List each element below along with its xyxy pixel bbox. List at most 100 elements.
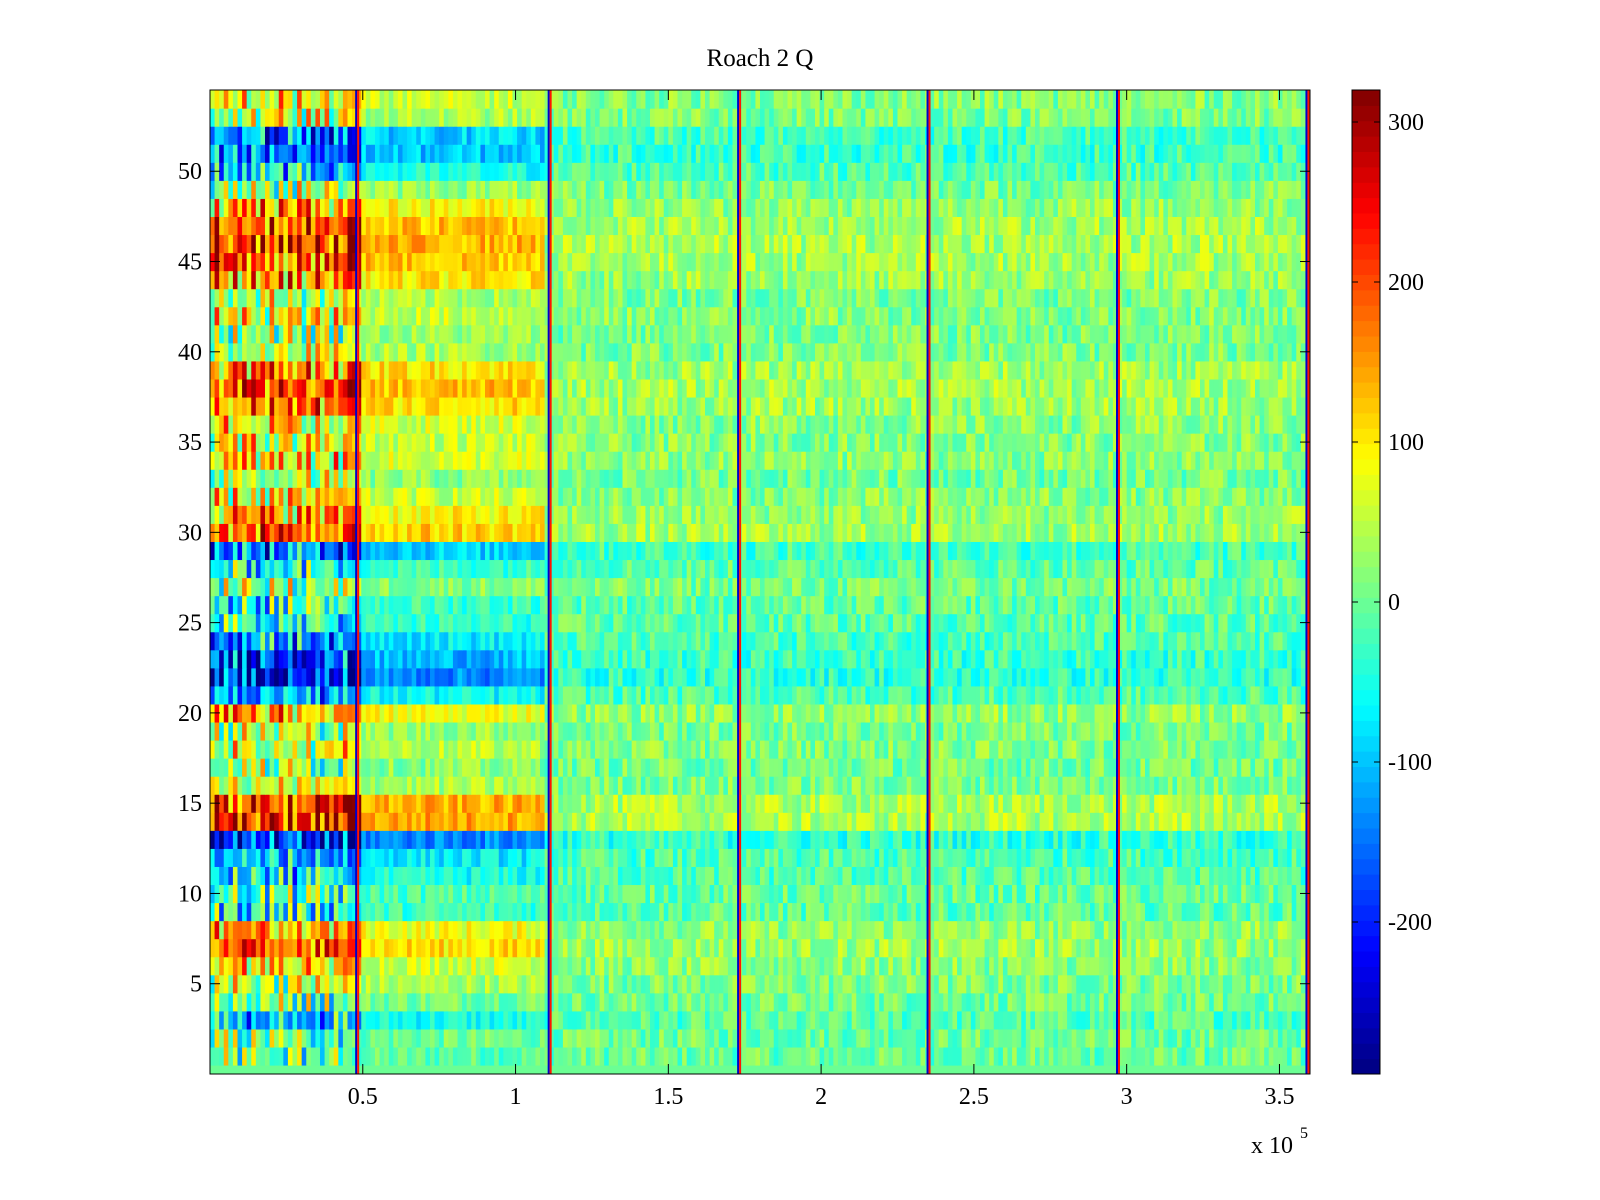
- heatmap-cell: [1131, 902, 1137, 922]
- heatmap-cell: [1071, 884, 1077, 904]
- heatmap-cell: [274, 992, 280, 1012]
- heatmap-cell: [741, 902, 747, 922]
- heatmap-cell: [530, 758, 537, 777]
- heatmap-cell: [998, 1028, 1004, 1048]
- heatmap-cell: [608, 1046, 614, 1066]
- heatmap-cell: [769, 1010, 775, 1030]
- heatmap-cell: [320, 902, 326, 922]
- heatmap-cell: [815, 920, 821, 940]
- heatmap-cell: [833, 1028, 839, 1048]
- heatmap-cell: [1291, 974, 1297, 994]
- heatmap-cell: [1131, 739, 1137, 759]
- heatmap-cell: [553, 956, 559, 976]
- heatmap-cell: [498, 830, 504, 849]
- heatmap-cell: [219, 776, 225, 795]
- heatmap-cell: [590, 721, 596, 741]
- heatmap-cell: [686, 758, 692, 777]
- heatmap-cell: [1012, 1010, 1018, 1030]
- heatmap-cell: [892, 739, 899, 759]
- heatmap-cell: [1287, 776, 1293, 795]
- heatmap-cell: [310, 830, 317, 849]
- heatmap-cell: [434, 776, 440, 795]
- heatmap-cell: [998, 1046, 1004, 1066]
- heatmap-cell: [723, 703, 729, 723]
- heatmap-cell: [494, 830, 500, 849]
- heatmap-cell: [672, 685, 679, 705]
- heatmap-cell: [636, 884, 642, 904]
- heatmap-cell: [970, 866, 977, 886]
- heatmap-cell: [943, 812, 949, 831]
- heatmap-cell: [1177, 884, 1183, 904]
- heatmap-cell: [1122, 830, 1128, 849]
- heatmap-cell: [902, 902, 908, 922]
- heatmap-cell: [1002, 721, 1009, 741]
- heatmap-cell: [892, 1046, 899, 1066]
- heatmap-cell: [1300, 721, 1307, 741]
- heatmap-cell: [585, 758, 592, 777]
- heatmap-cell: [746, 920, 752, 940]
- heatmap-cell: [526, 992, 532, 1012]
- heatmap-cell: [998, 974, 1004, 994]
- heatmap-cell: [503, 884, 509, 904]
- heatmap-cell: [1057, 739, 1064, 759]
- heatmap-cell: [645, 794, 651, 813]
- heatmap-cell: [278, 794, 284, 813]
- heatmap-cell: [961, 884, 967, 904]
- heatmap-cell: [379, 884, 385, 904]
- heatmap-cell: [576, 992, 582, 1012]
- heatmap-cell: [1195, 884, 1201, 904]
- heatmap-cell: [938, 776, 944, 795]
- heatmap-cell: [388, 703, 394, 723]
- heatmap-cell: [223, 848, 229, 867]
- heatmap-cell: [1053, 776, 1059, 795]
- heatmap-cell: [356, 812, 362, 831]
- heatmap-cell: [1076, 1010, 1082, 1030]
- heatmap-cell: [700, 884, 706, 904]
- heatmap-cell: [315, 848, 321, 867]
- heatmap-cell: [860, 902, 867, 922]
- heatmap-cell: [966, 812, 972, 831]
- heatmap-cell: [425, 739, 431, 759]
- heatmap-cell: [1131, 1028, 1137, 1048]
- heatmap-cell: [695, 1028, 702, 1048]
- heatmap-cell: [1227, 920, 1233, 940]
- heatmap-cell: [741, 992, 747, 1012]
- heatmap-cell: [1062, 685, 1068, 705]
- heatmap-cell: [1071, 703, 1077, 723]
- heatmap-cell: [622, 794, 628, 813]
- heatmap-cell: [448, 938, 454, 958]
- heatmap-cell: [998, 721, 1004, 741]
- heatmap-cell: [530, 1046, 537, 1066]
- heatmap-cell: [989, 866, 995, 886]
- heatmap-cell: [535, 974, 541, 994]
- heatmap-cell: [805, 938, 812, 958]
- heatmap-cell: [379, 992, 385, 1012]
- heatmap-cell: [1035, 956, 1041, 976]
- heatmap-cell: [627, 758, 633, 777]
- heatmap-cell: [232, 758, 239, 777]
- heatmap-cell: [562, 721, 569, 741]
- heatmap-cell: [709, 794, 715, 813]
- heatmap-cell: [1195, 992, 1201, 1012]
- heatmap-cell: [517, 1010, 523, 1030]
- heatmap-cell: [310, 1010, 317, 1030]
- heatmap-cell: [773, 703, 779, 723]
- heatmap-cell: [1259, 992, 1265, 1012]
- heatmap-cell: [1218, 974, 1224, 994]
- heatmap-cell: [645, 992, 651, 1012]
- heatmap-cell: [792, 1046, 798, 1066]
- heatmap-cell: [210, 721, 216, 741]
- heatmap-cell: [338, 974, 344, 994]
- heatmap-cell: [301, 992, 307, 1012]
- heatmap-cell: [375, 992, 381, 1012]
- heatmap-cell: [989, 812, 995, 831]
- heatmap-cell: [1195, 1028, 1201, 1048]
- heatmap-cell: [851, 956, 857, 976]
- heatmap-cell: [342, 812, 349, 831]
- heatmap-cell: [865, 902, 871, 922]
- heatmap-cell: [462, 830, 468, 849]
- heatmap-cell: [1264, 902, 1270, 922]
- heatmap-cell: [1177, 776, 1183, 795]
- heatmap-cell: [1264, 758, 1270, 777]
- heatmap-cell: [1277, 812, 1284, 831]
